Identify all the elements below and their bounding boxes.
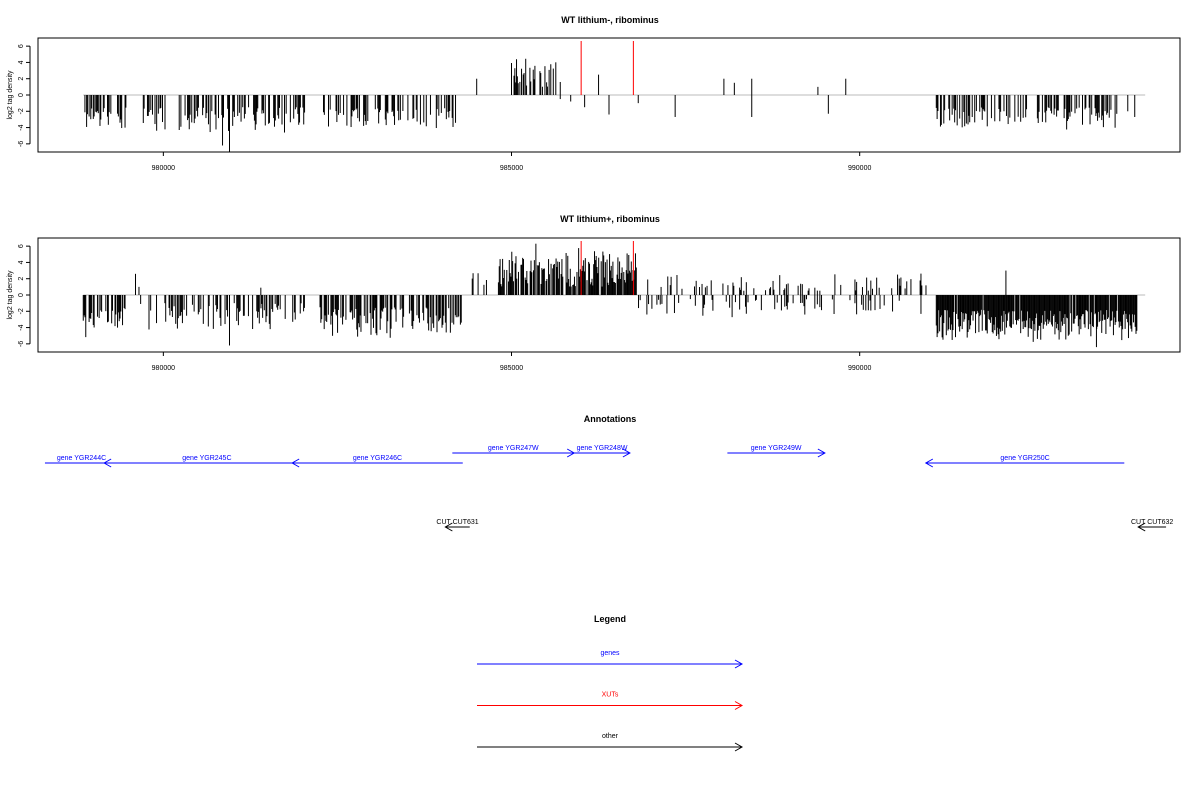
feature-label: gene YGR244C <box>57 455 106 462</box>
annotation-feature: gene YGR249W <box>727 445 826 458</box>
annotation-feature: gene YGR245C <box>103 455 310 468</box>
panel-2-y-axis: 6 4 2 0 -2 -4 -6 <box>18 244 31 347</box>
feature-label: gene YGR247W <box>488 445 539 452</box>
panel-1-bars <box>83 41 1146 152</box>
y-tick-label: 4 <box>18 60 25 64</box>
feature-label: gene YGR248W <box>577 445 628 452</box>
feature-label: CUT CUT631 <box>436 519 478 526</box>
x-tick-label: 990000 <box>848 365 871 372</box>
annotations-section: Annotations gene YGR244C gene YGR245C gene… <box>44 414 1173 532</box>
panel-1-x-axis: 980000 985000 990000 <box>152 152 871 172</box>
y-tick-label: -4 <box>18 124 25 130</box>
y-tick-label: -6 <box>18 141 25 147</box>
legend-label: other <box>602 733 619 740</box>
y-tick-label: -6 <box>18 341 25 347</box>
panel-2-frame <box>37 237 1181 353</box>
y-tick-label: -4 <box>18 324 25 330</box>
annotation-feature: CUT CUT632 <box>1131 519 1173 532</box>
panel-2-title: WT lithium+, ribominus <box>560 214 660 224</box>
feature-label: gene YGR250C <box>1000 455 1049 462</box>
x-tick-label: 990000 <box>848 165 871 172</box>
track-panel-1: WT lithium-, ribominus log2 tag density … <box>7 15 1181 172</box>
feature-label: gene YGR246C <box>353 455 402 462</box>
y-tick-label: -2 <box>18 108 25 114</box>
arrow-head <box>817 448 826 458</box>
annotation-feature: gene YGR248W <box>574 445 631 458</box>
panel-2-ylabel: log2 tag density <box>7 270 14 320</box>
arrow-head <box>622 448 631 458</box>
annotation-feature: gene YGR246C <box>291 455 463 468</box>
legend-item: other <box>477 733 744 752</box>
legend-item: genes <box>477 650 744 669</box>
y-tick-label: -2 <box>18 308 25 314</box>
annotation-feature: gene YGR247W <box>452 445 576 458</box>
track-panel-2: WT lithium+, ribominus log2 tag density … <box>7 214 1181 372</box>
feature-label: CUT CUT632 <box>1131 519 1173 526</box>
arrow-head <box>734 659 744 669</box>
arrow-head <box>444 522 453 532</box>
annotation-features: gene YGR244C gene YGR245C gene YGR246C gene… <box>44 445 1173 532</box>
legend-section: Legend genes XUTs other <box>477 614 744 752</box>
annotation-feature: CUT CUT631 <box>436 519 479 532</box>
panel-1-ylabel: log2 tag density <box>7 70 14 120</box>
arrow-head <box>734 742 744 752</box>
panel-2-x-axis: 980000 985000 990000 <box>152 352 871 372</box>
y-tick-label: 2 <box>18 77 25 81</box>
annotations-title: Annotations <box>584 414 637 424</box>
panel-1-title: WT lithium-, ribominus <box>561 15 659 25</box>
legend-item: XUTs <box>477 692 744 710</box>
arrow-head <box>291 458 300 468</box>
arrow-head <box>924 458 934 468</box>
legend-label: genes <box>600 650 620 657</box>
annotation-feature: gene YGR250C <box>924 455 1125 468</box>
arrow-head <box>103 458 112 468</box>
x-tick-label: 980000 <box>152 365 175 372</box>
x-tick-label: 985000 <box>500 165 523 172</box>
arrow-head <box>1137 522 1146 532</box>
arrow-head <box>734 701 744 710</box>
y-tick-label: 0 <box>18 293 25 297</box>
y-tick-label: 2 <box>18 277 25 281</box>
y-tick-label: 6 <box>18 244 25 248</box>
y-tick-label: 0 <box>18 93 25 97</box>
x-tick-label: 980000 <box>152 165 175 172</box>
panel-1-y-axis: 6 4 2 0 -2 -4 -6 <box>18 44 31 147</box>
y-tick-label: 4 <box>18 260 25 264</box>
x-tick-label: 985000 <box>500 365 523 372</box>
feature-label: gene YGR245C <box>182 455 231 462</box>
panel-2-bars <box>82 241 1146 348</box>
y-tick-label: 6 <box>18 44 25 48</box>
legend-title: Legend <box>594 614 626 624</box>
feature-label: gene YGR249W <box>751 445 802 452</box>
panel-1-frame <box>37 37 1181 153</box>
legend-items: genes XUTs other <box>477 650 744 752</box>
legend-label: XUTs <box>602 692 619 699</box>
